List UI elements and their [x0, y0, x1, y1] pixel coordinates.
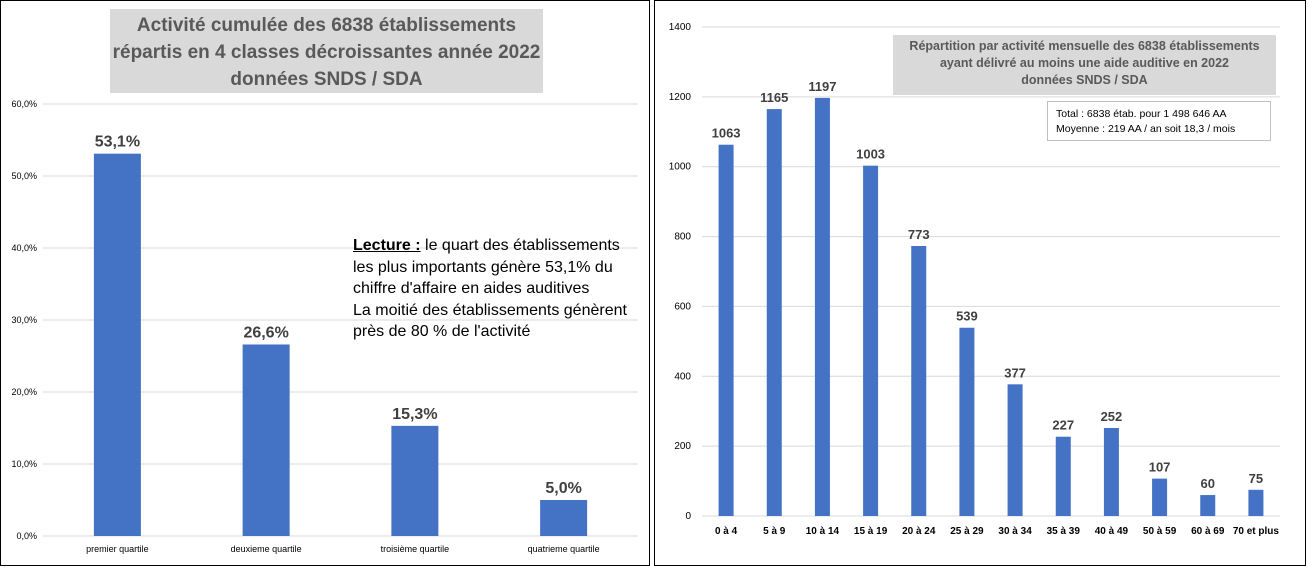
right-x-tick-label: 30 à 34 [998, 526, 1032, 537]
summary-info-box: Total : 6838 étab. pour 1 498 646 AA Moy… [1047, 101, 1271, 141]
info-average: Moyenne : 219 AA / an soit 18,3 / mois [1056, 123, 1236, 135]
left-x-tick-label: deuxieme quartile [231, 544, 302, 554]
right-bar [1103, 427, 1119, 516]
right-x-tick-label: 40 à 49 [1095, 526, 1129, 537]
right-x-tick-label: 60 à 69 [1191, 526, 1225, 537]
right-data-label: 1197 [808, 79, 836, 94]
right-x-tick-label: 20 à 24 [902, 526, 936, 537]
right-chart-svg: 0 200 400 600 800 1000 1200 1400 1063 0 à 4 1165 5 … [669, 22, 1280, 537]
right-data-label: 773 [908, 227, 930, 242]
left-x-tick-label: quatrieme quartile [528, 544, 600, 554]
left-x-tick-label: premier quartile [86, 544, 149, 554]
right-bar [1248, 489, 1264, 516]
left-title-line-2: répartis en 4 classes décroissantes anné… [112, 42, 541, 63]
left-bar [391, 425, 439, 536]
right-x-tick-label: 15 à 19 [854, 526, 888, 537]
right-x-tick-label: 0 à 4 [715, 526, 738, 537]
right-data-label: 377 [1004, 365, 1026, 380]
left-title-line-3: données SNDS / SDA [230, 69, 423, 90]
right-x-tick-label: 70 et plus [1233, 526, 1280, 537]
right-data-label: 75 [1249, 471, 1263, 486]
right-title-line-2: ayant délivré au moins une aide auditive… [939, 56, 1229, 70]
right-bar [911, 246, 927, 516]
right-data-label: 1003 [856, 147, 885, 162]
lecture-text-2: La moitié des établissements génèrent pr… [353, 301, 627, 341]
right-bar [814, 97, 830, 516]
left-chart-title: Activité cumulée des 6838 établissements… [110, 9, 543, 93]
right-x-tick-label: 10 à 14 [806, 526, 840, 537]
left-y-tick-label: 0,0% [16, 531, 37, 541]
right-bar [1200, 495, 1216, 516]
right-y-tick-label: 1000 [669, 162, 692, 173]
left-y-tick-label: 30,0% [11, 315, 37, 325]
right-chart-title: Répartition par activité mensuelle des 6… [893, 35, 1276, 95]
right-bar [1055, 436, 1071, 516]
left-data-label: 26,6% [243, 324, 288, 341]
right-y-tick-label: 800 [674, 232, 691, 243]
left-data-label: 15,3% [392, 406, 437, 423]
right-data-label: 60 [1201, 476, 1215, 491]
lecture-annotation: Lecture : le quart des établissements le… [353, 235, 643, 343]
right-data-label: 252 [1101, 409, 1123, 424]
right-y-tick-label: 1400 [669, 22, 692, 33]
right-bar [766, 109, 782, 516]
right-data-label: 1165 [760, 90, 788, 105]
right-y-tick-label: 1200 [669, 92, 692, 103]
left-title-line-1: Activité cumulée des 6838 établissements [136, 15, 517, 36]
right-y-tick-label: 0 [685, 511, 691, 522]
left-y-tick-label: 20,0% [11, 387, 37, 397]
right-x-tick-label: 5 à 9 [763, 526, 786, 537]
right-data-label: 539 [956, 309, 978, 324]
left-y-tick-label: 40,0% [11, 243, 37, 253]
lecture-text-1: le quart des établissements les plus imp… [353, 237, 620, 297]
right-x-tick-label: 25 à 29 [950, 526, 984, 537]
right-bar [863, 165, 879, 516]
left-y-tick-label: 10,0% [11, 459, 37, 469]
left-bar [93, 153, 141, 536]
right-x-tick-label: 35 à 39 [1047, 526, 1081, 537]
left-bar [242, 344, 290, 536]
left-data-label: 5,0% [545, 480, 581, 497]
right-x-tick-label: 50 à 59 [1143, 526, 1177, 537]
info-total: Total : 6838 étab. pour 1 498 646 AA [1056, 108, 1227, 120]
right-bar [1152, 478, 1168, 516]
right-data-label: 227 [1052, 418, 1074, 433]
right-y-tick-label: 600 [674, 301, 691, 312]
left-data-label: 53,1% [95, 134, 140, 151]
left-chart-panel: 0,0% 10,0% 20,0% 30,0% 40,0% 50,0% 60,0% 53,1% p… [0, 0, 650, 566]
left-y-tick-label: 50,0% [11, 171, 37, 181]
right-data-label: 107 [1149, 460, 1171, 475]
right-title-line-1: Répartition par activité mensuelle des 6… [909, 39, 1260, 53]
right-title-line-3: données SNDS / SDA [1021, 73, 1148, 87]
right-y-tick-label: 400 [674, 371, 691, 382]
right-y-tick-label: 200 [674, 441, 691, 452]
right-bar [1007, 384, 1023, 516]
right-data-label: 1063 [712, 126, 741, 141]
right-chart-panel: 0 200 400 600 800 1000 1200 1400 1063 0 à 4 1165 5 … [654, 0, 1306, 566]
right-bar [959, 327, 975, 516]
left-y-tick-label: 60,0% [11, 99, 37, 109]
lecture-label: Lecture : [353, 237, 421, 254]
left-bar [540, 500, 588, 536]
left-chart-svg: 0,0% 10,0% 20,0% 30,0% 40,0% 50,0% 60,0% 53,1% p… [11, 99, 638, 554]
right-bar [718, 144, 734, 516]
left-x-tick-label: troisième quartile [381, 544, 450, 554]
